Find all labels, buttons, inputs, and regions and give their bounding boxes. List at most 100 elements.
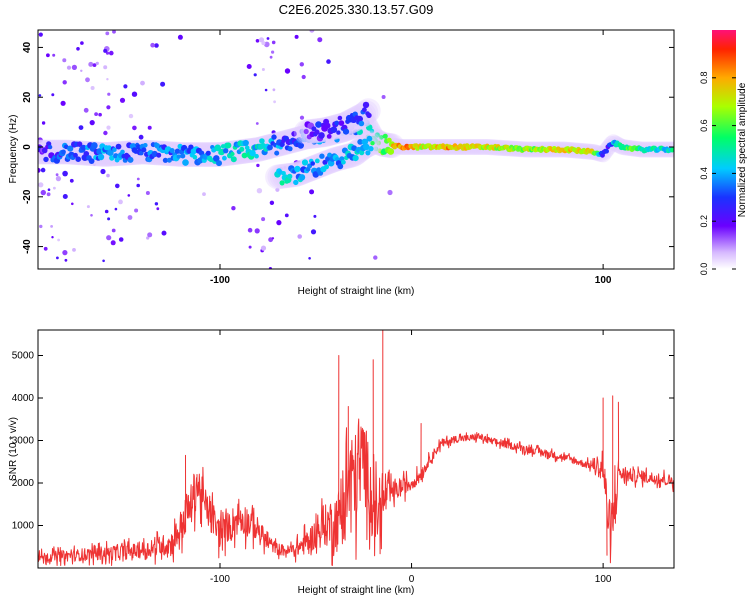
spectrogram-point	[274, 150, 280, 156]
colorbar-label: Normalized spectral amplitude	[737, 82, 748, 217]
snr-y-tick-label: 5000	[12, 351, 35, 362]
spectrogram-point	[213, 155, 220, 162]
spectrogram-point	[361, 138, 369, 146]
spectrogram-noise-point	[147, 232, 153, 238]
spectrogram-point	[357, 139, 364, 145]
spectrogram-noise-point	[38, 94, 42, 97]
spectrogram-noise-point	[64, 258, 68, 262]
spectrogram-noise-point	[56, 256, 59, 260]
snr-x-tick-label: 100	[595, 574, 612, 585]
spectrogram-noise-point	[72, 248, 76, 252]
spectrogram-point	[216, 160, 222, 167]
spectrogram-point	[242, 139, 249, 147]
spectrogram-point	[314, 158, 320, 164]
spectrogram-noise-point	[51, 93, 55, 97]
spectrogram-noise-point	[106, 173, 110, 178]
colorbar-ticks: 0.0 0.2 0.4 0.6 0.8	[699, 72, 736, 275]
spectrogram-point	[370, 141, 375, 146]
spectrogram-point	[222, 155, 227, 161]
spectrogram-noise-point	[112, 30, 116, 34]
spectrogram-noise-point	[253, 73, 257, 77]
snr-y-axis-label: SNR (10 * v/v)	[8, 417, 19, 481]
spectrogram-point	[76, 141, 83, 147]
spectrogram-noise-point	[373, 255, 378, 260]
spectrogram-noise-point	[88, 61, 94, 67]
spectrogram-point	[43, 156, 49, 163]
spectrogram-noise-point	[46, 53, 50, 58]
spectrogram-point	[338, 120, 345, 126]
spectrogram-noise-point	[301, 74, 306, 80]
spectrogram-point	[387, 148, 395, 155]
spectrogram-noise-point	[269, 55, 273, 59]
spectrogram-ticks: -100 100 -40 -20 0 20 40	[22, 30, 674, 286]
spectrogram-noise-point	[161, 230, 167, 236]
spectrogram-point	[241, 152, 248, 159]
spectrogram-noise-point	[177, 34, 183, 40]
spectrogram-point	[363, 143, 370, 151]
spectrogram-noise-point	[71, 202, 74, 206]
spectrogram-noise-point	[297, 234, 303, 239]
spectrogram-point	[267, 144, 273, 151]
spectrogram-point	[303, 128, 309, 135]
spectrogram-point	[348, 130, 353, 135]
spectrogram-noise-point	[78, 125, 84, 130]
spectrogram-noise-point	[41, 121, 46, 125]
spectrogram-noise-point	[104, 209, 109, 214]
spectrogram-noise-point	[147, 125, 152, 130]
snr-ticks: -100 0 100 1000 2000 3000 4000 5000	[12, 330, 674, 585]
colorbar-tick-label: 0.8	[699, 72, 709, 85]
spectrogram-noise-point	[38, 182, 44, 188]
spectrogram-noise-point	[46, 192, 51, 197]
spectrogram-noise-point	[119, 97, 126, 103]
spectrogram-noise-point	[38, 32, 43, 37]
spectrogram-point	[386, 137, 392, 143]
spectrogram-noise-point	[66, 65, 72, 70]
spectrogram-noise-point	[43, 154, 47, 157]
spectrogram-noise-point	[283, 166, 287, 170]
spectrogram-noise-point	[261, 217, 266, 222]
spectrogram-point	[356, 115, 363, 123]
colorbar-tick-label: 0.6	[699, 119, 709, 132]
snr-x-tick-label: -100	[210, 574, 230, 585]
spectrogram-point	[109, 155, 115, 161]
spectrogram-point	[314, 129, 320, 135]
spectrogram-noise-point	[51, 236, 54, 239]
spectrogram-noise-point	[118, 199, 123, 205]
spectrogram-noise-point	[260, 245, 267, 251]
spectrogram-point	[671, 146, 674, 152]
spectrogram-noise-point	[138, 134, 144, 140]
spectrogram-noise-point	[326, 59, 331, 64]
spectrogram-noise-point	[276, 220, 282, 226]
spectrogram-point	[83, 151, 90, 157]
spectrogram-noise-point	[134, 208, 139, 213]
spectrogram-noise-point	[256, 163, 260, 168]
spectrogram-noise-point	[38, 167, 41, 173]
spectrogram-noise-point	[272, 88, 276, 92]
spectrogram-noise-point	[317, 37, 323, 43]
spectrogram-point	[67, 145, 74, 152]
spectrogram-noise-point	[60, 100, 66, 106]
spectrogram-point	[365, 150, 371, 156]
spectrogram-noise-point	[261, 68, 265, 71]
spectrogram-noise-point	[275, 187, 280, 192]
spectrogram-noise-point	[299, 62, 304, 67]
spectrogram-point	[182, 159, 189, 166]
spectrogram-noise-point	[106, 105, 111, 110]
spectrogram-noise-point	[98, 112, 102, 117]
spectrogram-point	[341, 159, 346, 165]
spectrogram-noise-point	[154, 202, 159, 206]
spectrogram-noise-point	[53, 186, 56, 190]
spectrogram-noise-point	[40, 189, 46, 196]
spectrogram-noise-point	[309, 189, 315, 195]
spectrogram-noise-point	[90, 214, 93, 217]
spectrogram-noise-point	[38, 137, 43, 143]
spectrogram-noise-point	[62, 58, 67, 63]
spectrogram-x-tick-label: 100	[595, 275, 612, 286]
spectrogram-noise-point	[381, 95, 386, 99]
spectrogram-noise-point	[309, 30, 315, 33]
spectrogram-point	[75, 156, 81, 162]
colorbar: 0.0 0.2 0.4 0.6 0.8 Normalized spectral ampl…	[699, 30, 748, 275]
spectrogram-point	[279, 180, 285, 186]
spectrogram-point	[73, 152, 78, 158]
